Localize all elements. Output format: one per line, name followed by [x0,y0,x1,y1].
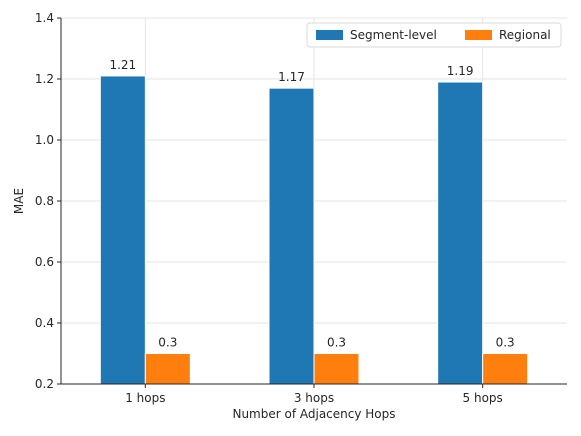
bar-segment-level [99,75,146,385]
data-label: 1.17 [278,70,305,84]
x-tick-label: 1 hops [125,391,165,405]
bar-regional [144,353,191,385]
y-tick-label: 0.8 [35,194,54,208]
data-label: 1.21 [109,58,136,72]
y-tick-label: 0.6 [35,255,54,269]
legend-box [306,22,562,48]
legend-label: Regional [499,28,551,42]
y-tick-labels: 0.2 0.4 0.6 0.8 1.0 1.2 1.4 [35,11,61,391]
x-tick-label: 5 hops [463,391,503,405]
bar-regional [313,353,360,385]
data-label: 0.3 [327,336,346,350]
bar-segment-level [268,87,315,385]
legend: Segment-level Regional [306,22,562,48]
y-tick-label: 0.2 [35,377,54,391]
x-tick-labels: 1 hops 3 hops 5 hops [125,384,503,405]
y-tick-label: 0.4 [35,316,54,330]
legend-swatch [316,30,343,40]
bars [99,75,529,385]
bar-segment-level [437,81,484,385]
bar-regional [482,353,529,385]
data-label: 0.3 [496,336,515,350]
x-tick-label: 3 hops [294,391,334,405]
y-tick-label: 1.0 [35,133,54,147]
y-tick-label: 1.4 [35,11,54,25]
data-label: 1.19 [447,64,474,78]
y-tick-label: 1.2 [35,72,54,86]
legend-swatch [465,30,492,40]
data-labels: 1.21 0.3 1.17 0.3 1.19 0.3 [109,58,514,350]
legend-label: Segment-level [350,28,437,42]
data-label: 0.3 [158,336,177,350]
y-axis-label: MAE [12,188,26,214]
x-axis-label: Number of Adjacency Hops [232,407,395,421]
